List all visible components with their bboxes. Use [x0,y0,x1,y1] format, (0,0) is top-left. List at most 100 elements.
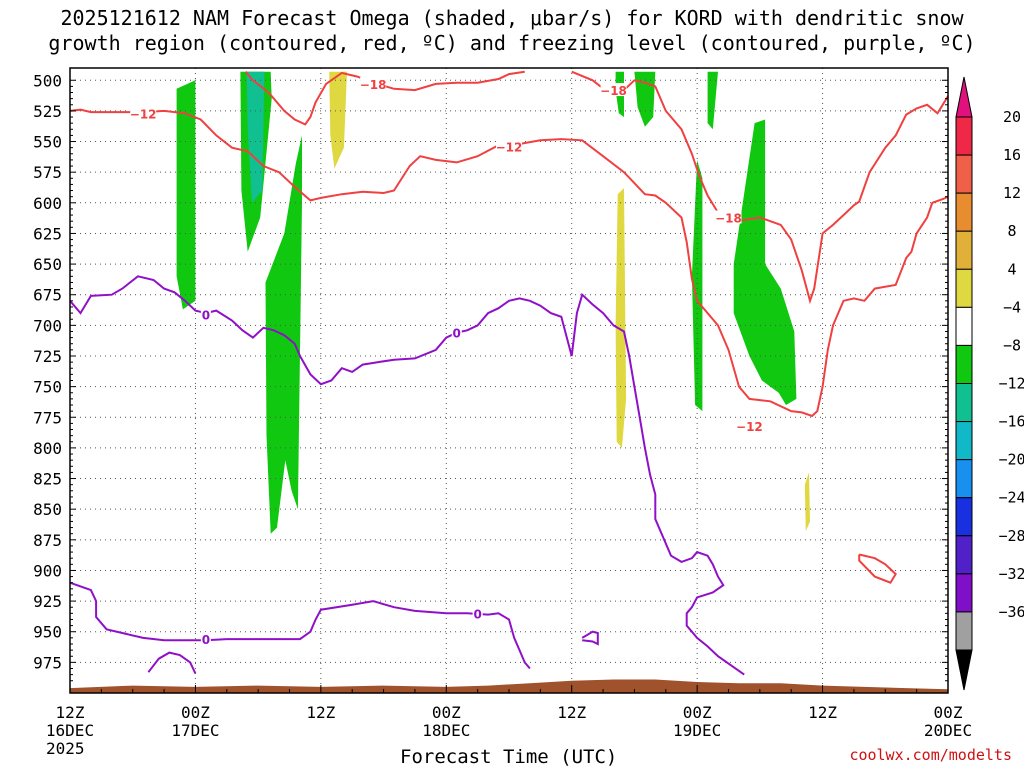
x-tick-label-1-1: 17DEC [171,721,219,740]
contour-label-5: −12 [736,420,763,434]
contour-label-bg-7 [451,325,462,339]
purple-contour-0 [69,275,745,676]
watermark-url[interactable]: coolwx.com/modelts [849,746,1012,764]
contour-label-6: 0 [202,308,210,322]
y-tick-label-925: 925 [33,592,62,611]
y-tick-label-900: 900 [33,561,62,580]
contour-label-1: −12 [130,107,157,121]
x-tick-label-7-1: 20DEC [924,721,972,740]
y-tick-label-725: 725 [33,347,62,366]
colorbar-label-11: −28 [998,527,1024,545]
y-tick-label-850: 850 [33,500,62,519]
colorbar-label-8: −16 [998,413,1024,431]
colorbar-box-0 [955,116,973,156]
y-tick-label-800: 800 [33,439,62,458]
plot-area [70,68,948,693]
colorbar-label-0: 20 [1003,108,1021,126]
colorbar-label-12: −32 [998,565,1024,583]
red-contour-2 [571,70,949,305]
colorbar-box-6 [955,344,973,384]
y-tick-label-600: 600 [33,194,62,213]
colorbar-box-3 [955,230,973,270]
x-axis-title: Forecast Time (UTC) [400,746,618,768]
contour-label-bg-0 [360,76,387,90]
y-tick-label-525: 525 [33,102,62,121]
colorbar-over-triangle [955,76,973,118]
y-tick-label-950: 950 [33,623,62,642]
contour-label-0: −18 [360,78,387,92]
contour-label-bg-3 [600,83,627,97]
colorbar-box-11 [955,535,973,575]
x-tick-label-3-1: 18DEC [422,721,470,740]
y-tick-label-875: 875 [33,531,62,550]
colorbar-label-10: −24 [998,489,1024,507]
red-contour-0 [69,108,949,418]
y-tick-label-775: 775 [33,408,62,427]
omega-shade-0 [176,80,196,310]
red-contour-1 [244,70,525,126]
y-tick-label-625: 625 [33,224,62,243]
colorbar-label-9: −20 [998,451,1024,469]
y-tick-label-550: 550 [33,133,62,152]
contour-label-bg-1 [130,106,157,120]
colorbar-box-10 [955,497,973,537]
colorbar-box-9 [955,459,973,499]
x-tick-label-7-0: 00Z [934,703,963,722]
x-tick-label-0-1: 16DEC [46,721,94,740]
y-tick-label-675: 675 [33,286,62,305]
y-tick-label-650: 650 [33,255,62,274]
colorbar-box-4 [955,268,973,308]
contour-label-2: −12 [496,140,523,154]
contour-label-bg-4 [715,210,742,224]
colorbar-label-2: 12 [1003,184,1021,202]
omega-shade-10 [733,119,797,405]
purple-contour-3 [581,630,599,646]
y-tick-label-700: 700 [33,316,62,335]
omega-shade-2 [246,71,265,203]
contour-label-7: 0 [453,327,461,341]
contour-label-4: −18 [715,212,742,226]
x-tick-label-4-0: 12Z [557,703,586,722]
contour-label-bg-5 [736,418,763,432]
contour-label-8: 0 [202,633,210,647]
omega-shade-9 [691,159,703,412]
contour-label-bg-2 [496,139,522,153]
colorbar-label-7: −12 [998,375,1024,393]
y-tick-label-500: 500 [33,71,62,90]
x-tick-label-3-0: 00Z [432,703,461,722]
x-tick-label-5-0: 00Z [683,703,712,722]
colorbar-box-1 [955,154,973,194]
chart-title: 2025121612 NAM Forecast Omega (shaded, μ… [48,6,976,55]
x-tick-label-6-0: 12Z [808,703,837,722]
contour-label-bg-8 [200,632,211,646]
colorbar-label-3: 8 [1007,222,1016,240]
omega-shade-7 [707,71,718,130]
colorbar-box-8 [955,421,973,461]
omega-shade-11 [804,472,810,532]
x-tick-label-2-0: 12Z [306,703,335,722]
x-tick-label-0-0: 12Z [56,703,85,722]
colorbar-box-13 [955,611,973,651]
colorbar-box-7 [955,383,973,423]
y-tick-label-575: 575 [33,163,62,182]
colorbar-label-5: −4 [1003,298,1021,316]
x-tick-label-5-1: 19DEC [673,721,721,740]
omega-shade-4 [329,71,347,169]
contour-label-3: −18 [600,84,627,98]
purple-contour-2 [147,651,197,674]
colorbar-box-2 [955,192,973,232]
purple-contour-1 [69,581,531,670]
colorbar-box-12 [955,573,973,613]
colorbar-box-5 [955,306,973,346]
y-tick-label-825: 825 [33,470,62,489]
colorbar-label-4: 4 [1007,260,1016,278]
red-contour-3 [858,553,897,584]
y-tick-label-975: 975 [33,653,62,672]
contour-label-9: 0 [473,607,481,621]
x-tick-label-0-2: 2025 [46,739,85,758]
y-tick-label-750: 750 [33,378,62,397]
colorbar-under-triangle [955,649,973,691]
contour-label-bg-6 [200,307,211,321]
contour-label-bg-9 [472,606,483,620]
